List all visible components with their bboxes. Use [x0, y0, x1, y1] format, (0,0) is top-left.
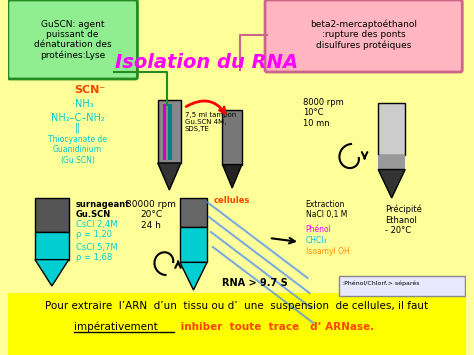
FancyBboxPatch shape [35, 232, 69, 260]
Text: ·NH₃: ·NH₃ [73, 99, 94, 109]
FancyBboxPatch shape [222, 110, 242, 165]
Text: CsCl 5,7M
ρ = 1,68: CsCl 5,7M ρ = 1,68 [75, 243, 117, 262]
Text: ‖: ‖ [75, 123, 80, 133]
Text: CsCl 2,4M
ρ = 1,20: CsCl 2,4M ρ = 1,20 [75, 220, 117, 239]
FancyBboxPatch shape [378, 103, 405, 155]
FancyBboxPatch shape [378, 155, 405, 169]
Text: CHCl₃: CHCl₃ [306, 236, 327, 245]
Text: Précipité
Ethanol
- 20°C: Précipité Ethanol - 20°C [385, 205, 422, 235]
Text: Isolation du RNA: Isolation du RNA [115, 53, 298, 71]
Text: Isoamyl OH: Isoamyl OH [306, 247, 349, 256]
Text: 8000 rpm
10°C
10 mn: 8000 rpm 10°C 10 mn [303, 98, 344, 128]
Polygon shape [158, 163, 181, 190]
Text: beta2-mercaptoéthanol
:rupture des ponts
disulfures protéiques: beta2-mercaptoéthanol :rupture des ponts… [310, 20, 417, 50]
FancyBboxPatch shape [180, 227, 207, 262]
Text: Phénol: Phénol [306, 225, 331, 234]
Text: 7,5 ml tampon
Gu.SCN 4M,
SDS,TE: 7,5 ml tampon Gu.SCN 4M, SDS,TE [185, 112, 236, 132]
Polygon shape [222, 165, 242, 188]
FancyBboxPatch shape [265, 0, 462, 72]
Text: impérativement: impérativement [73, 322, 157, 332]
Text: NH₂–C–NH₂: NH₂–C–NH₂ [51, 113, 104, 123]
Text: Pour extraire  l’ARN  d’un  tissu ou d’  une  suspension  de cellules, il faut: Pour extraire l’ARN d’un tissu ou d’ une… [46, 301, 428, 311]
Text: inhiber  toute  trace   d’ ARNase.: inhiber toute trace d’ ARNase. [177, 322, 374, 332]
Text: 30000 rpm
20°C
24 h: 30000 rpm 20°C 24 h [126, 200, 176, 230]
Text: Thiocyanate de
Guanidinium
(Gu.SCN): Thiocyanate de Guanidinium (Gu.SCN) [48, 135, 107, 165]
Polygon shape [180, 262, 207, 290]
Text: surnageant
Gu.SCN: surnageant Gu.SCN [75, 200, 130, 219]
FancyBboxPatch shape [180, 198, 207, 227]
Text: cellules: cellules [214, 196, 250, 205]
Text: :Phénol/Chlorf.> séparés: :Phénol/Chlorf.> séparés [342, 280, 420, 286]
FancyBboxPatch shape [168, 104, 172, 160]
Polygon shape [378, 169, 405, 198]
FancyBboxPatch shape [339, 276, 465, 296]
Polygon shape [35, 260, 69, 286]
Text: Extraction
NaCl 0,1 M: Extraction NaCl 0,1 M [306, 200, 347, 219]
Text: SCN⁻: SCN⁻ [74, 85, 106, 95]
FancyBboxPatch shape [163, 104, 166, 160]
Text: RNA > 9.7 S: RNA > 9.7 S [222, 278, 288, 288]
FancyBboxPatch shape [158, 100, 181, 163]
FancyBboxPatch shape [8, 293, 466, 355]
Text: GuSCN: agent
puissant de
dénaturation des
protéines:Lyse: GuSCN: agent puissant de dénaturation de… [34, 20, 111, 60]
FancyBboxPatch shape [8, 0, 137, 79]
FancyBboxPatch shape [35, 198, 69, 232]
